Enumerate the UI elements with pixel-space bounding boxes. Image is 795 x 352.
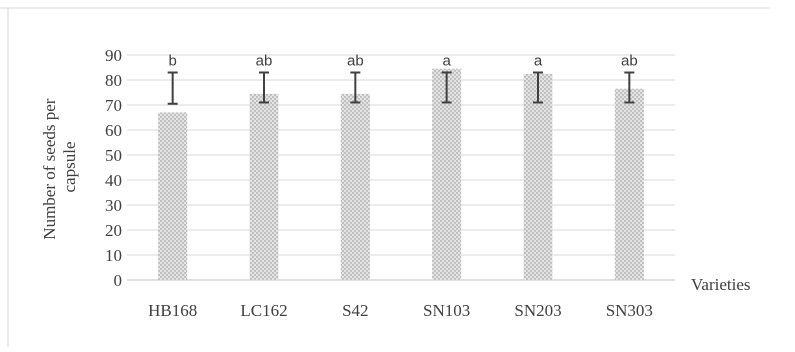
significance-label: a — [442, 53, 451, 70]
y-tick-label: 10 — [105, 246, 122, 265]
x-tick-label: SN303 — [606, 301, 653, 320]
significance-label: ab — [621, 53, 638, 70]
gridlines — [127, 54, 675, 281]
significance-label: b — [168, 53, 176, 70]
y-tick-label: 0 — [114, 271, 123, 290]
bar — [158, 112, 188, 280]
y-tick-label: 50 — [105, 146, 122, 165]
y-tick-label: 40 — [105, 171, 122, 190]
y-tick-label: 30 — [105, 196, 122, 215]
x-tick-label: HB168 — [148, 301, 197, 320]
bar — [249, 93, 279, 280]
significance-label: ab — [256, 53, 273, 70]
bars — [158, 68, 644, 280]
y-axis-label-line-2: capsule — [60, 142, 79, 193]
y-axis-label: Number of seeds per capsule — [40, 94, 79, 239]
bar — [614, 88, 644, 280]
significance-label: a — [534, 53, 543, 70]
y-axis-label-line-1: Number of seeds per — [40, 98, 59, 239]
x-tick-label: LC162 — [240, 301, 287, 320]
x-tick-label: SN103 — [423, 301, 470, 320]
y-tick-label: 70 — [105, 96, 122, 115]
x-tick-label: S42 — [342, 301, 368, 320]
bar — [523, 73, 553, 280]
bar — [340, 93, 370, 280]
y-tick-label: 20 — [105, 221, 122, 240]
labels: 0 10 20 30 40 50 60 70 80 90 b HB168 ab LC162 ab S42 a SN… — [105, 46, 653, 320]
x-axis-label: Varieties — [691, 275, 750, 294]
y-tick-label: 80 — [105, 71, 122, 90]
error-bars — [167, 71, 635, 105]
significance-label: ab — [347, 53, 364, 70]
bar — [432, 68, 462, 280]
x-tick-label: SN203 — [514, 301, 561, 320]
y-tick-label: 90 — [105, 46, 122, 65]
y-tick-label: 60 — [105, 121, 122, 140]
